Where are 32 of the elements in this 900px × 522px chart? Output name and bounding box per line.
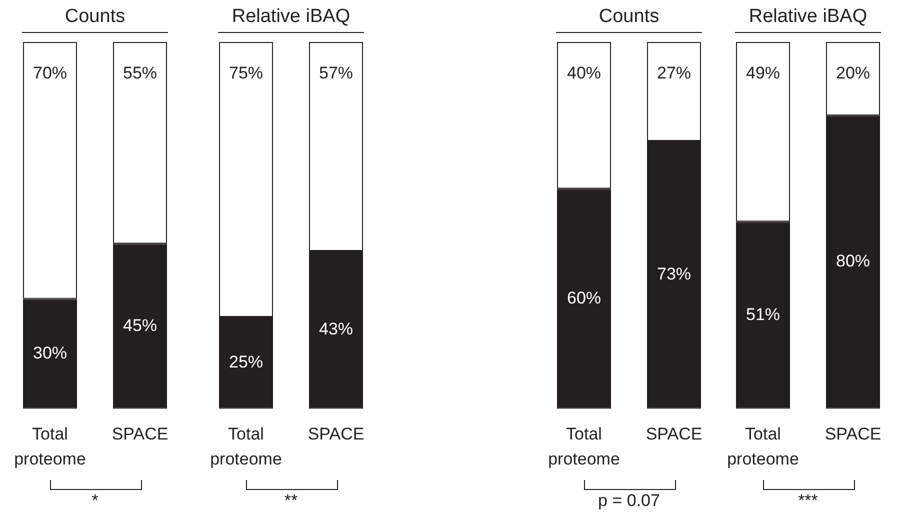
data-label: 57% — [318, 64, 354, 83]
text: p = 0.07 — [597, 491, 661, 511]
data-label: 60% — [566, 288, 602, 308]
x-tick-label: Total proteome — [210, 424, 282, 468]
x-tick-label: SPACE — [646, 424, 702, 444]
data-label: 75% — [228, 64, 264, 83]
text: *** — [797, 491, 819, 511]
x-tick-label: SPACE — [824, 424, 882, 444]
chart-title: Relative iBAQ — [230, 6, 352, 28]
x-tick-label: Total proteome — [548, 424, 620, 468]
text: * — [90, 491, 100, 511]
data-label: 45% — [122, 316, 158, 335]
data-label: 20% — [836, 64, 870, 83]
chart-title: Relative iBAQ — [748, 6, 868, 28]
text: ** — [283, 491, 299, 511]
data-label: 55% — [122, 64, 158, 83]
x-tick-label: SPACE — [112, 424, 168, 444]
data-label: 30% — [32, 343, 68, 362]
chart-title: Counts — [598, 6, 660, 28]
data-label: 51% — [746, 304, 780, 324]
x-tick-label: SPACE — [308, 424, 364, 444]
data-label: 40% — [566, 64, 602, 83]
chart-title: Counts — [64, 6, 126, 28]
data-label: 80% — [836, 252, 870, 271]
data-label: 43% — [318, 320, 354, 339]
data-label: 70% — [32, 64, 68, 83]
data-label: 27% — [656, 64, 692, 83]
data-label: 73% — [656, 264, 692, 284]
data-label: 25% — [228, 352, 264, 372]
x-tick-label: Total proteome — [727, 424, 799, 468]
data-label: 49% — [746, 64, 780, 83]
x-tick-label: Total proteome — [14, 424, 86, 468]
